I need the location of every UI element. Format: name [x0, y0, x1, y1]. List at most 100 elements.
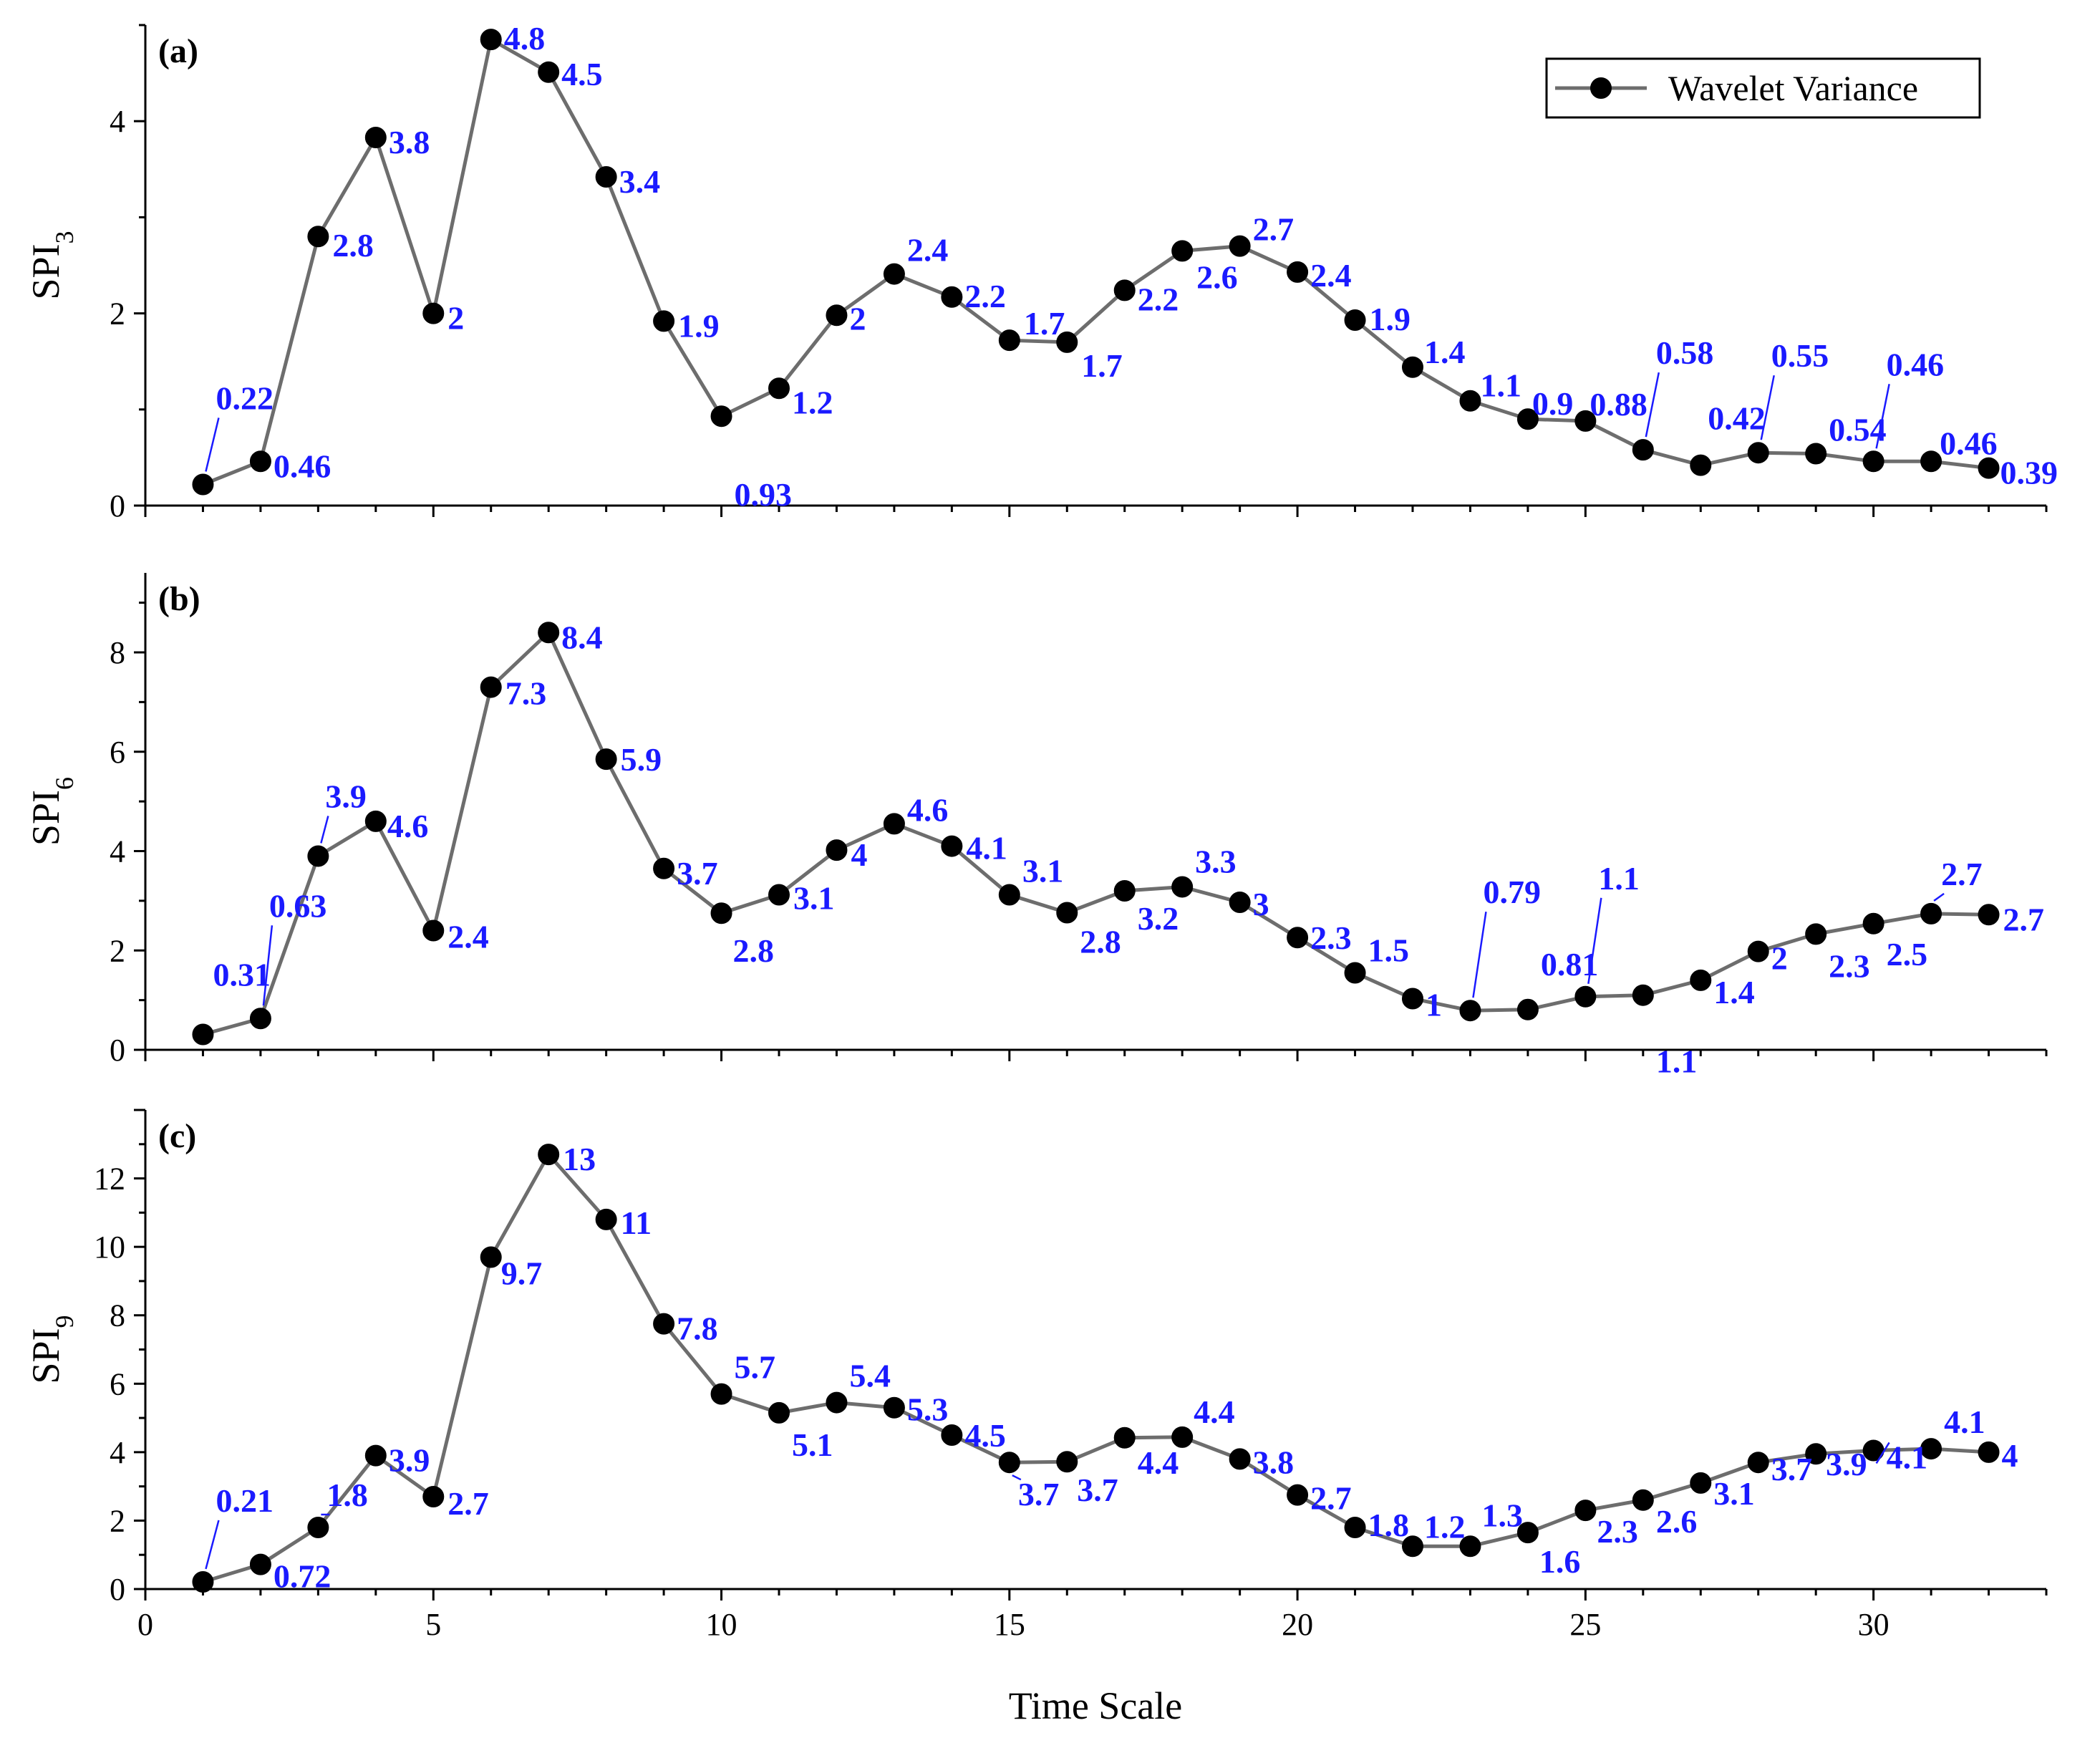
data-point	[364, 127, 387, 149]
data-label: 3.9	[325, 778, 367, 814]
data-label: 4	[851, 836, 867, 873]
data-label-leader	[262, 925, 274, 1006]
data-label: 13	[563, 1141, 596, 1177]
data-point	[710, 405, 732, 428]
y-tick-label: 4	[110, 104, 125, 139]
y-tick-label: 4	[110, 834, 125, 869]
data-point	[1747, 442, 1769, 464]
data-point	[1287, 261, 1309, 283]
data-point	[1920, 902, 1942, 924]
data-point	[1690, 969, 1712, 991]
data-label: 3.1	[1022, 853, 1064, 889]
data-point	[307, 1516, 329, 1538]
data-label: 3.1	[1713, 1475, 1755, 1512]
data-point	[364, 1444, 387, 1467]
data-label-leader	[205, 1520, 220, 1570]
data-label-leader	[1875, 384, 1890, 449]
data-label: 7.8	[677, 1310, 718, 1347]
data-point	[826, 839, 848, 861]
data-point	[192, 473, 214, 496]
data-label: 2.3	[1829, 947, 1870, 984]
data-label: 1.7	[1081, 347, 1123, 384]
data-point	[1574, 1500, 1597, 1522]
data-label: 2	[447, 300, 464, 337]
data-label: 1.7	[1024, 305, 1065, 342]
y-axis-title-subscript: 9	[50, 1315, 79, 1328]
data-label: 1	[1426, 987, 1442, 1023]
data-label: 2.2	[964, 278, 1006, 314]
data-point	[1690, 1472, 1712, 1494]
y-axis-title: SPI6	[24, 777, 79, 846]
data-point	[538, 622, 560, 644]
y-tick-label: 0	[110, 1572, 125, 1607]
data-point	[1459, 1535, 1481, 1558]
data-label: 4.8	[504, 20, 546, 57]
data-label: 0.31	[213, 956, 271, 993]
data-point	[1344, 309, 1366, 331]
data-label-leader	[1645, 372, 1660, 438]
data-label: 5.3	[907, 1391, 949, 1428]
data-point	[1632, 1489, 1654, 1511]
data-point	[480, 29, 502, 51]
data-label: 2.5	[1887, 936, 1928, 972]
y-tick-label: 6	[110, 1366, 125, 1401]
legend-label: Wavelet Variance	[1668, 68, 1918, 108]
data-point	[1920, 450, 1942, 473]
data-label: 3.4	[619, 163, 661, 200]
data-point	[1402, 356, 1423, 378]
data-point	[883, 263, 905, 285]
data-label-leader	[1760, 375, 1775, 440]
data-label: 3.2	[1138, 900, 1179, 937]
data-point	[1574, 985, 1597, 1008]
data-label: 1.8	[1368, 1507, 1410, 1543]
y-tick-label: 2	[110, 296, 125, 332]
data-point	[364, 810, 387, 832]
data-label: 0.72	[274, 1558, 332, 1595]
panel-tag: (b)	[158, 580, 200, 618]
data-point	[998, 329, 1020, 352]
data-label: 0.93	[735, 476, 793, 513]
y-tick-label: 4	[110, 1435, 125, 1470]
data-label: 0.9	[1532, 385, 1574, 422]
data-label: 2	[849, 300, 866, 337]
data-label: 2.7	[1941, 856, 1983, 892]
data-label: 2.7	[2003, 901, 2045, 937]
data-label: 0.46	[1940, 425, 1998, 461]
data-point	[1747, 1452, 1769, 1474]
data-point	[1747, 940, 1769, 962]
data-label-leader	[1472, 912, 1487, 998]
data-label: 1.6	[1539, 1543, 1581, 1580]
data-label: 1.5	[1368, 932, 1410, 968]
data-point	[1805, 923, 1827, 945]
data-point	[1056, 1451, 1078, 1473]
data-label: 2.8	[332, 227, 374, 264]
data-label: 9.7	[501, 1255, 543, 1291]
data-label: 0.42	[1708, 400, 1766, 437]
data-point	[998, 1452, 1020, 1474]
data-point	[192, 1023, 214, 1046]
data-label: 4.4	[1194, 1394, 1235, 1430]
data-point	[1287, 1484, 1309, 1506]
panel-tag: (c)	[158, 1117, 196, 1155]
data-point	[249, 1553, 271, 1575]
data-label: 2.7	[1310, 1480, 1352, 1517]
data-label: 1.2	[1424, 1508, 1466, 1545]
data-point	[249, 450, 271, 473]
data-point	[1113, 279, 1136, 301]
data-point	[941, 1424, 963, 1446]
x-tick-label: 15	[994, 1607, 1025, 1642]
data-point	[1805, 1443, 1827, 1465]
data-point	[1978, 904, 2000, 926]
data-point	[1690, 454, 1712, 476]
y-tick-label: 8	[110, 1298, 125, 1333]
data-label: 2.4	[907, 232, 949, 269]
data-label: 4	[2002, 1437, 2018, 1474]
y-axis-title-main: SPI	[24, 243, 67, 299]
data-point	[768, 884, 790, 906]
data-point	[1056, 331, 1078, 353]
data-point	[826, 304, 848, 327]
data-label-leader	[320, 816, 329, 844]
data-point	[1920, 1438, 1942, 1460]
data-point	[653, 857, 675, 879]
